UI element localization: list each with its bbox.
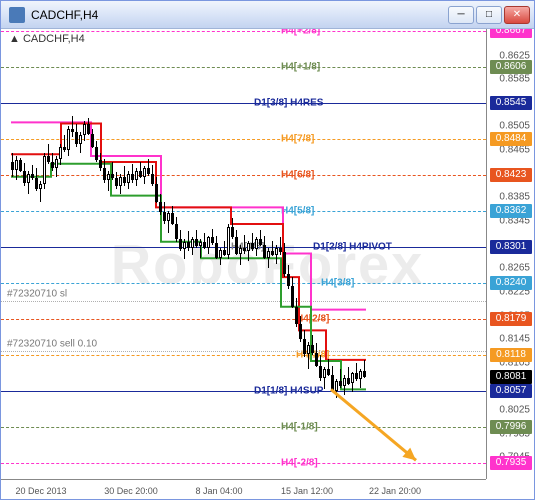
price-badge: 0.8423 bbox=[490, 168, 532, 182]
chart-title-text: CADCHF,H4 bbox=[23, 33, 85, 45]
x-tick: 20 Dec 2013 bbox=[15, 486, 66, 496]
y-tick: 0.8585 bbox=[499, 74, 530, 85]
x-tick: 30 Dec 20:00 bbox=[104, 486, 158, 496]
price-badge: 0.8545 bbox=[490, 96, 532, 110]
price-badge: 0.8081 bbox=[490, 370, 532, 384]
app-icon bbox=[9, 7, 25, 23]
x-tick: 8 Jan 04:00 bbox=[195, 486, 242, 496]
y-tick: 0.8145 bbox=[499, 334, 530, 345]
price-badge: 0.8484 bbox=[490, 132, 532, 146]
price-badge: 0.8057 bbox=[490, 384, 532, 398]
y-axis: 0.86250.85850.85450.85050.84650.84250.83… bbox=[486, 29, 534, 479]
chart-window: CADCHF,H4 ─ □ ✕ RoboForex ▲ CADCHF,H4 H4… bbox=[0, 0, 535, 500]
price-badge: 0.7996 bbox=[490, 420, 532, 434]
x-tick: 15 Jan 12:00 bbox=[281, 486, 333, 496]
price-badge: 0.8606 bbox=[490, 60, 532, 74]
y-tick: 0.8465 bbox=[499, 145, 530, 156]
maximize-button[interactable]: □ bbox=[476, 6, 502, 24]
x-axis: 20 Dec 2013 30 Dec 20:00 8 Jan 04:00 15 Jan… bbox=[1, 479, 486, 499]
chart-title-arrow-icon: ▲ bbox=[9, 33, 20, 45]
window-buttons: ─ □ ✕ bbox=[448, 6, 530, 24]
y-tick: 0.8385 bbox=[499, 192, 530, 203]
y-tick: 0.8505 bbox=[499, 121, 530, 132]
price-badge: 0.7935 bbox=[490, 456, 532, 470]
price-badge: 0.8118 bbox=[490, 348, 532, 362]
price-badge: 0.8301 bbox=[490, 240, 532, 254]
price-badge: 0.8179 bbox=[490, 312, 532, 326]
window-title: CADCHF,H4 bbox=[31, 8, 448, 22]
x-tick: 22 Jan 20:00 bbox=[369, 486, 421, 496]
price-badge: 0.8240 bbox=[490, 276, 532, 290]
close-button[interactable]: ✕ bbox=[504, 6, 530, 24]
titlebar[interactable]: CADCHF,H4 ─ □ ✕ bbox=[1, 1, 534, 29]
y-tick: 0.8265 bbox=[499, 263, 530, 274]
forecast-arrow-icon bbox=[1, 29, 486, 481]
chart-area[interactable]: RoboForex ▲ CADCHF,H4 H4[+2/8]H4[+1/8]D1… bbox=[1, 29, 534, 499]
price-badge: 0.8362 bbox=[490, 204, 532, 218]
chart-plot[interactable]: H4[+2/8]H4[+1/8]D1[3/8] H4RESH4[7/8]H4[6… bbox=[1, 29, 486, 479]
minimize-button[interactable]: ─ bbox=[448, 6, 474, 24]
chart-title: ▲ CADCHF,H4 bbox=[9, 33, 85, 45]
price-badge: 0.8667 bbox=[490, 29, 532, 38]
y-tick: 0.8025 bbox=[499, 405, 530, 416]
